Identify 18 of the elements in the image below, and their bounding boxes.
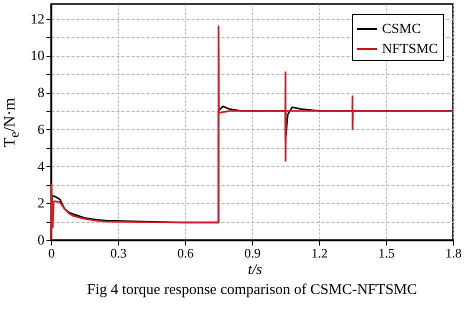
- x-tick-label: 0: [48, 246, 55, 260]
- y-tick-label: 12: [30, 12, 44, 28]
- x-tick-label: 0.9: [244, 246, 261, 260]
- x-axis-title: t/s: [246, 262, 264, 279]
- y-tick-label: 2: [38, 196, 44, 212]
- x-tick-label: 1.2: [311, 246, 328, 260]
- caption: Fig 4 torque response comparison of CSMC-NFTSMC: [87, 282, 417, 298]
- x-tick-label: 1.5: [378, 246, 395, 260]
- x-tick-label: 1.8: [445, 246, 462, 260]
- y-tick-label: 4: [38, 160, 44, 175]
- legend-label: NFTSMC: [382, 42, 438, 57]
- y-tick-label: 8: [38, 86, 44, 101]
- y-tick-label: 0: [38, 234, 44, 248]
- x-tick-label: 0.3: [110, 246, 127, 260]
- legend-label: CSMC: [382, 22, 421, 37]
- x-tick-label: 0.6: [177, 246, 194, 260]
- y-tick-label: 6: [38, 122, 44, 138]
- y-tick-label: 10: [30, 49, 44, 64]
